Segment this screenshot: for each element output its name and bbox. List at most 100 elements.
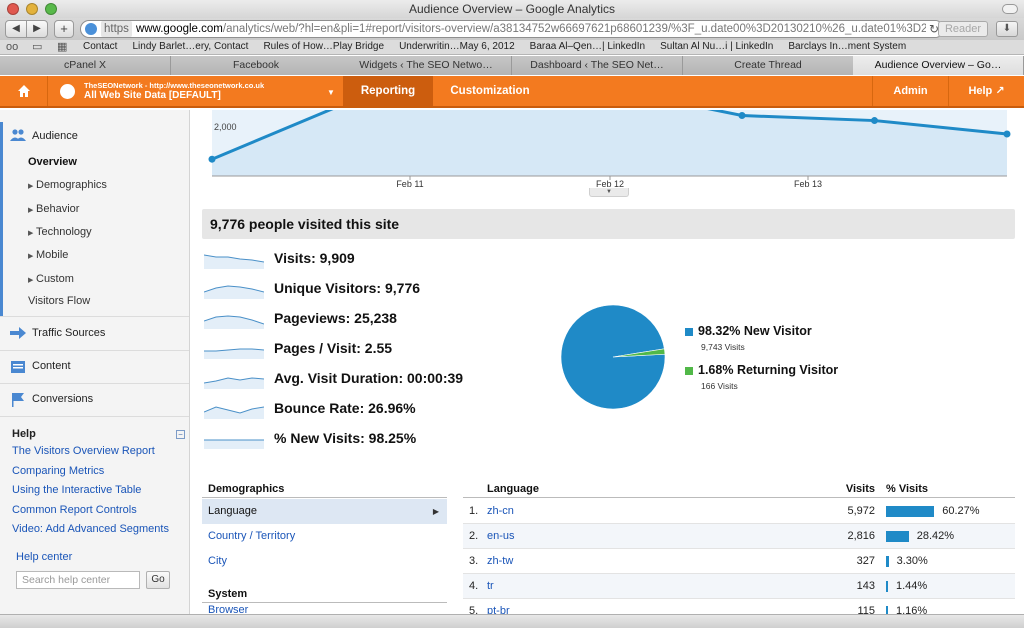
collapse-chart-handle[interactable]: ▼ [589, 188, 629, 197]
legend-series-name: New Visitor [743, 324, 812, 338]
chart-x-tick-label: Feb 13 [794, 179, 822, 189]
account-name[interactable]: TheSEONetwork - http://www.theseonetwork… [84, 81, 265, 90]
address-bar[interactable]: https www.google.com/analytics/web/?hl=en… [80, 20, 944, 38]
minimize-window-button[interactable] [26, 3, 38, 15]
legend-swatch [685, 367, 693, 375]
new-tab-button[interactable]: + [54, 20, 74, 38]
sidebar-section-traffic-sources[interactable]: Traffic Sources [0, 316, 189, 350]
language-link[interactable]: tr [487, 580, 494, 592]
account-dropdown-icon[interactable]: ▼ [327, 88, 335, 97]
forward-button[interactable]: ▶ [26, 20, 48, 38]
sidebar-item-visitors-flow[interactable]: Visitors Flow [28, 295, 90, 307]
collapse-icon[interactable]: − [176, 430, 185, 439]
bookmark-item[interactable]: Sultan Al Nu…i | LinkedIn [660, 41, 774, 52]
header-language: Language [487, 483, 539, 495]
bookmark-item[interactable]: Contact [83, 41, 118, 52]
help-link[interactable]: Video: Add Advanced Segments [12, 523, 169, 535]
help-search-go-button[interactable]: Go [146, 571, 170, 589]
toolbar-toggle-button[interactable] [1002, 4, 1018, 14]
browser-tab[interactable]: Dashboard ‹ The SEO Net… [512, 56, 683, 75]
chart-data-point [208, 155, 216, 163]
demographics-item[interactable]: Country / Territory [202, 524, 447, 549]
help-link[interactable]: Comparing Metrics [12, 464, 105, 477]
browser-toolbar: ◀ ▶ + https www.google.com/analytics/web/… [0, 18, 1024, 40]
sidebar-item-behavior[interactable]: ▶ Behavior [28, 203, 79, 215]
legend-visits: 9,743 Visits [701, 342, 745, 352]
sidebar-section-content[interactable]: Content [0, 350, 189, 383]
zoom-window-button[interactable] [45, 3, 57, 15]
sidebar-item-mobile[interactable]: ▶ Mobile [28, 249, 68, 261]
bookmark-item[interactable]: Baraa Al–Qen…| LinkedIn [529, 41, 646, 52]
book-icon[interactable]: ▭ [32, 41, 43, 53]
visits-line-chart[interactable]: 2,000 Feb 11 Feb 12 Feb 13 [191, 110, 1024, 200]
visitors-summary-headline: 9,776 people visited this site [202, 209, 1015, 239]
sidebar-item-technology[interactable]: ▶ Technology [28, 226, 92, 238]
table-row[interactable]: 2. en-us 2,816 28.42% [463, 524, 1015, 549]
help-link[interactable]: The Visitors Overview Report [12, 445, 155, 457]
sparkline-fill [204, 440, 264, 449]
sparkline-line [204, 315, 264, 325]
browser-tab[interactable]: Create Thread [683, 56, 854, 75]
demographics-item[interactable]: Language ▶ [202, 499, 447, 524]
sparkline-line [204, 377, 264, 384]
bookmark-item[interactable]: Barclays In…ment System [788, 41, 907, 52]
language-link[interactable]: zh-tw [487, 555, 514, 567]
grid-icon[interactable]: ▦ [57, 41, 68, 53]
demographics-item[interactable]: City [202, 549, 447, 574]
help-center-link[interactable]: Help center [16, 551, 73, 563]
globe-icon [85, 23, 97, 35]
expand-triangle-icon: ▶ [28, 230, 34, 237]
demographics-item-label: Country / Territory [208, 530, 296, 542]
language-link[interactable]: zh-cn [487, 505, 514, 517]
table-row[interactable]: 3. zh-tw 327 3.30% [463, 549, 1015, 574]
help-link[interactable]: Common Report Controls [12, 503, 137, 516]
metric-sparkline [204, 348, 264, 359]
metric-label: Visits: 9,909 [274, 250, 355, 266]
percent-visits-bar [886, 606, 888, 617]
home-button[interactable] [0, 76, 48, 106]
reader-button[interactable]: Reader [938, 21, 988, 37]
account-view[interactable]: All Web Site Data [DEFAULT] [84, 90, 221, 101]
sidebar-item-demographics[interactable]: ▶ Demographics [28, 179, 107, 191]
browser-tab[interactable]: Widgets ‹ The SEO Netwo… [341, 56, 512, 75]
reload-icon[interactable]: ↻ [925, 21, 939, 37]
metric-label: % New Visits: 98.25% [274, 430, 417, 446]
row-number: 3. [469, 555, 479, 567]
back-button[interactable]: ◀ [5, 20, 27, 38]
tab-reporting[interactable]: Reporting [343, 76, 433, 106]
sidebar-section-audience[interactable]: Audience [0, 122, 189, 316]
downloads-button[interactable]: ⬇ [996, 21, 1018, 37]
sidebar-item-custom[interactable]: ▶ Custom [28, 273, 74, 285]
demographics-item-label: Language [208, 505, 257, 517]
legend-percent-label: 98.32% New Visitor [698, 324, 812, 338]
sidebar-item-overview[interactable]: Overview [28, 156, 77, 168]
admin-link[interactable]: Admin [872, 76, 948, 106]
browser-tab[interactable]: Facebook [171, 56, 342, 75]
sidebar-item-label: Custom [36, 273, 74, 285]
visitor-type-pie-chart[interactable] [559, 303, 667, 411]
help-link[interactable]: Using the Interactive Table [12, 484, 142, 496]
sidebar-label-traffic-sources: Traffic Sources [32, 327, 106, 339]
browser-tab[interactable]: Audience Overview – Go… [853, 56, 1024, 75]
percent-visits-bar [886, 556, 889, 567]
language-link[interactable]: en-us [487, 530, 515, 542]
report-main: 2,000 Feb 11 Feb 12 Feb 13 ▼ 9,776 people v… [191, 110, 1024, 628]
browser-tab[interactable]: cPanel X [0, 56, 171, 75]
bookmark-item[interactable]: Rules of How…Play Bridge [263, 41, 385, 52]
bookmark-item[interactable]: Underwritin…May 6, 2012 [399, 41, 515, 52]
help-link[interactable]: Help ↗ [948, 76, 1024, 106]
row-visits: 327 [856, 555, 875, 567]
glasses-icon[interactable]: oo [6, 41, 19, 53]
table-row[interactable]: 4. tr 143 1.44% [463, 574, 1015, 599]
help-search-input[interactable] [16, 571, 140, 589]
close-window-button[interactable] [7, 3, 19, 15]
bookmark-item[interactable]: Lindy Barlet…ery, Contact [132, 41, 249, 52]
sidebar-item-label: Technology [36, 226, 92, 238]
table-row[interactable]: 1. zh-cn 5,972 60.27% [463, 499, 1015, 524]
sidebar-item-label: Overview [28, 156, 77, 168]
tab-customization[interactable]: Customization [450, 85, 530, 97]
account-globe-icon [60, 84, 75, 99]
sidebar-section-conversions[interactable]: Conversions [0, 383, 189, 416]
bookmark-list: Contact Lindy Barlet…ery, Contact Rules of… [83, 40, 921, 54]
system-item-browser[interactable]: Browser [208, 604, 249, 616]
